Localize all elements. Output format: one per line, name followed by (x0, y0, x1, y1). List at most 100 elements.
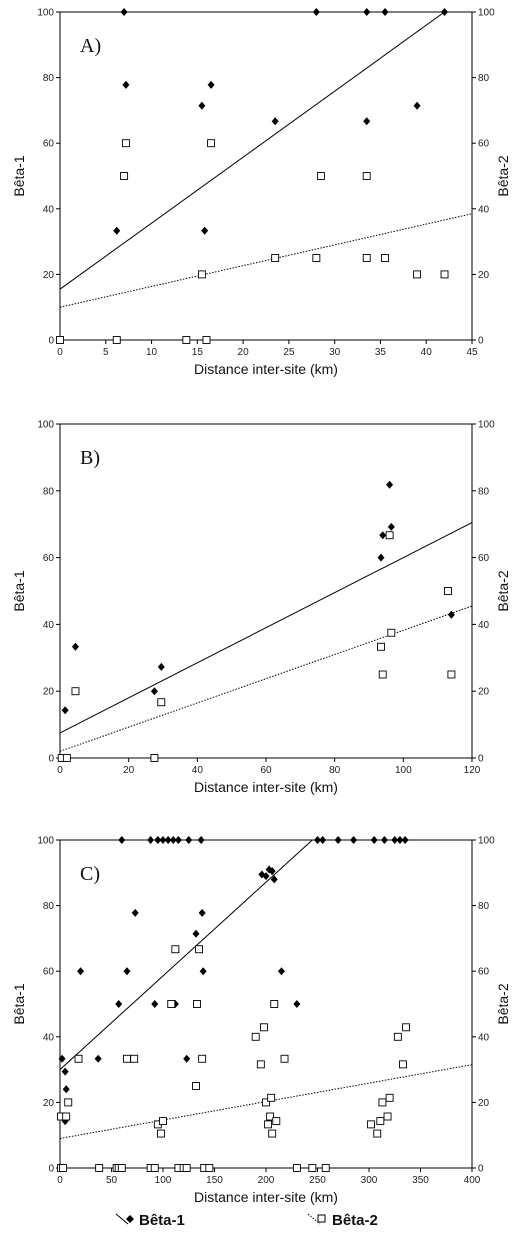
data-point-beta-1 (413, 101, 421, 110)
y-axis-label-left: Bêta-1 (11, 570, 27, 611)
y-tick-label-right: 60 (478, 553, 490, 564)
y-tick-label-right: 40 (478, 620, 490, 631)
x-axis-label: Distance inter-site (km) (194, 1189, 338, 1205)
data-point-beta-1 (380, 836, 388, 844)
y-tick-label-left: 60 (43, 139, 55, 150)
data-point-beta-1 (198, 908, 206, 917)
data-point-beta-2 (312, 254, 321, 262)
data-point-beta-2 (385, 531, 394, 540)
y-tick-label-right: 80 (478, 901, 490, 912)
data-point-beta-2 (399, 1060, 407, 1069)
data-point-beta-1 (122, 80, 130, 89)
panel-label: B) (80, 447, 100, 469)
data-point-beta-1 (174, 836, 182, 844)
data-point-beta-2 (71, 687, 80, 696)
data-point-beta-2 (393, 1032, 402, 1041)
data-point-beta-1 (150, 687, 158, 696)
legend-marker-beta-1 (126, 1215, 134, 1223)
data-point-beta-2 (268, 1129, 277, 1138)
data-point-beta-1 (262, 872, 270, 881)
data-point-beta-2 (316, 172, 325, 180)
x-tick-label: 250 (309, 1175, 326, 1186)
fit-line-beta-1 (60, 12, 445, 290)
x-tick-label: 150 (206, 1175, 223, 1186)
legend-line-beta-1 (115, 1213, 129, 1225)
data-point-beta-2 (130, 1054, 139, 1063)
y-axis-label-right: Bêta-2 (495, 983, 511, 1024)
data-point-beta-1 (131, 908, 139, 917)
x-tick-label: 25 (283, 347, 295, 358)
data-point-beta-1 (199, 967, 207, 976)
y-tick-label-left: 20 (43, 270, 55, 281)
data-point-beta-1 (386, 480, 394, 489)
data-point-beta-2 (321, 1164, 330, 1172)
x-tick-label: 0 (57, 1175, 63, 1186)
y-tick-label-left: 80 (43, 73, 55, 84)
x-tick-label: 45 (466, 347, 478, 358)
data-point-beta-1 (123, 967, 131, 976)
data-point-beta-1 (270, 875, 278, 884)
data-point-beta-2 (167, 1000, 176, 1008)
x-tick-label: 40 (421, 347, 433, 358)
data-point-beta-1 (312, 8, 320, 16)
x-tick-label: 0 (57, 765, 63, 776)
y-tick-label-right: 20 (478, 1098, 490, 1109)
data-point-beta-1 (401, 836, 409, 844)
data-point-beta-2 (205, 1164, 214, 1172)
x-tick-label: 5 (103, 347, 109, 358)
data-point-beta-2 (259, 1023, 268, 1032)
data-point-beta-1 (396, 836, 404, 844)
y-tick-label-left: 80 (43, 901, 55, 912)
y-tick-label-left: 40 (43, 620, 55, 631)
data-point-beta-2 (362, 254, 371, 262)
y-tick-label-right: 20 (478, 687, 490, 698)
x-tick-label: 400 (464, 1175, 481, 1186)
y-tick-label-left: 100 (37, 8, 54, 19)
data-point-beta-2 (56, 336, 64, 344)
data-point-beta-1 (198, 101, 206, 110)
data-point-beta-1 (192, 929, 200, 938)
data-point-beta-1 (77, 967, 85, 976)
y-axis-label-left: Bêta-1 (11, 155, 27, 196)
data-point-beta-1 (62, 1085, 70, 1094)
x-tick-label: 40 (192, 765, 204, 776)
data-point-beta-1 (151, 1000, 159, 1008)
data-point-beta-1 (157, 662, 165, 671)
fit-line-beta-2 (60, 213, 472, 308)
data-point-beta-1 (277, 967, 285, 976)
x-tick-label: 200 (258, 1175, 275, 1186)
data-point-beta-1 (94, 1054, 102, 1063)
data-point-beta-2 (444, 587, 452, 595)
data-point-beta-1 (183, 1054, 191, 1063)
data-point-beta-1 (447, 610, 455, 619)
data-point-beta-2 (413, 270, 422, 279)
data-point-beta-1 (379, 531, 387, 540)
y-tick-label-left: 0 (48, 1164, 54, 1175)
fit-line-beta-1 (60, 840, 313, 1070)
y-tick-label-left: 80 (43, 486, 55, 497)
y-tick-label-right: 60 (478, 139, 490, 150)
data-point-beta-1 (147, 836, 155, 844)
data-point-beta-2 (402, 1023, 411, 1032)
data-point-beta-2 (266, 1112, 275, 1121)
data-point-beta-1 (159, 836, 167, 844)
data-point-beta-2 (447, 670, 456, 679)
y-tick-label-left: 40 (43, 204, 55, 215)
y-tick-label-right: 20 (478, 270, 490, 281)
panel-label: C) (80, 863, 100, 885)
data-point-beta-1 (271, 117, 279, 126)
x-axis-label: Distance inter-site (km) (194, 361, 338, 377)
y-tick-label-left: 20 (43, 687, 55, 698)
data-point-beta-2 (385, 1093, 394, 1102)
data-point-beta-2 (195, 945, 204, 954)
data-point-beta-1 (113, 226, 121, 235)
data-point-beta-2 (182, 336, 191, 344)
x-tick-label: 15 (192, 347, 204, 358)
data-point-beta-2 (264, 1120, 273, 1129)
data-point-beta-2 (171, 945, 180, 954)
data-point-beta-2 (197, 270, 206, 279)
data-point-beta-2 (112, 336, 121, 344)
x-tick-label: 350 (412, 1175, 429, 1186)
